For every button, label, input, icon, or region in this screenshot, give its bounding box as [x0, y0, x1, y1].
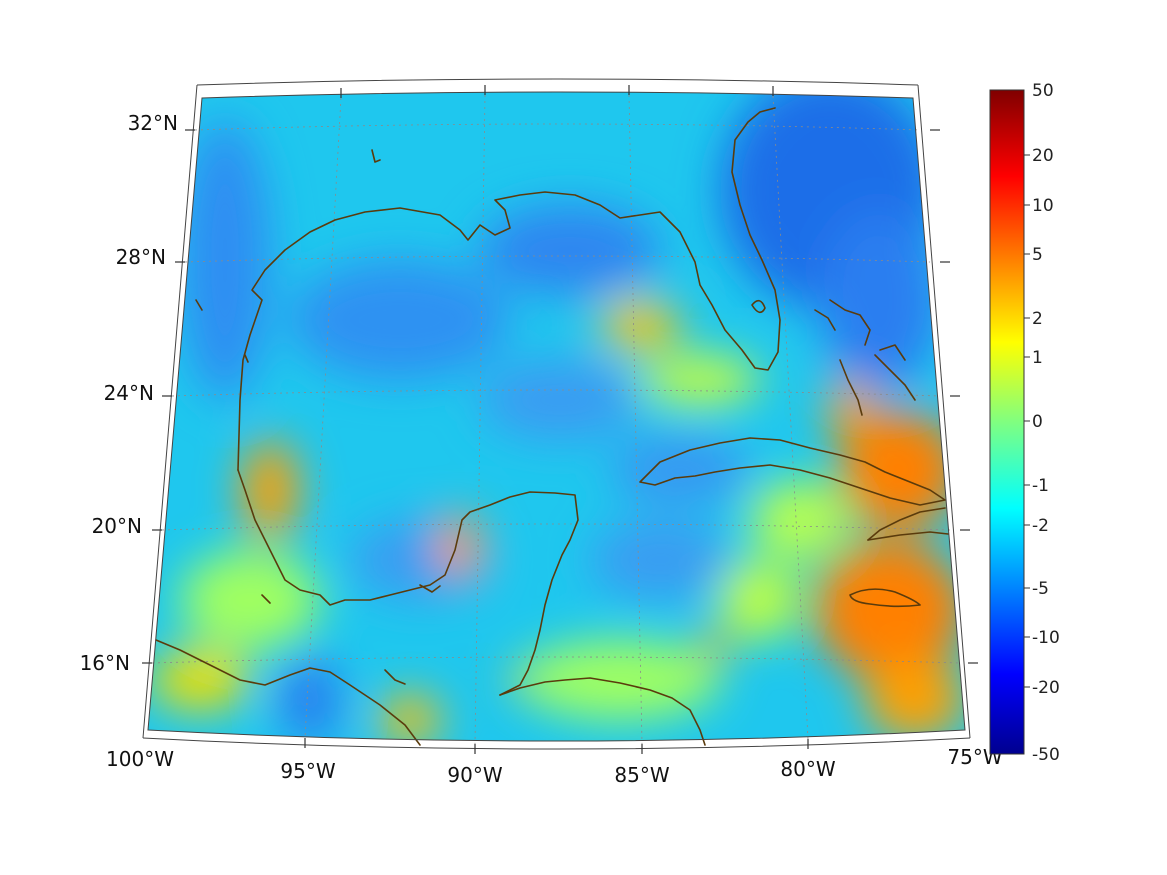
axis-ticks — [142, 85, 978, 754]
colorbar-tick-label: 50 — [1032, 81, 1054, 101]
colorbar-tick-label: 5 — [1032, 245, 1043, 265]
data-field — [148, 92, 965, 741]
lat-label-28: 28°N — [116, 245, 166, 269]
colorbar-tick-label: -10 — [1032, 628, 1060, 648]
lat-label-16: 16°N — [80, 651, 130, 675]
lon-label-85: 85°W — [614, 763, 669, 787]
colorbar: 50 20 10 5 2 1 0 -1 -2 -5 -10 -20 -50 — [989, 81, 1060, 765]
lat-label-32: 32°N — [128, 111, 178, 135]
lon-label-95: 95°W — [280, 759, 335, 783]
coastlines — [155, 107, 949, 746]
colorbar-tick-label: 0 — [1032, 412, 1043, 432]
colorbar-gradient — [989, 89, 1025, 755]
colorbar-tick-label: 10 — [1032, 196, 1054, 216]
colorbar-tick-label: 20 — [1032, 146, 1054, 166]
colorbar-tick-label: -50 — [1032, 745, 1060, 765]
colorbar-tick-label: -2 — [1032, 516, 1049, 536]
graticule — [151, 94, 961, 745]
lon-labels: 100°W 95°W 90°W 85°W 80°W 75°W — [106, 745, 1003, 787]
colorbar-tick-label: -5 — [1032, 579, 1049, 599]
colorbar-tick-label: -20 — [1032, 678, 1060, 698]
lat-labels: 32°N 28°N 24°N 20°N 16°N — [80, 111, 178, 675]
colorbar-tick-label: 2 — [1032, 309, 1043, 329]
lon-label-80: 80°W — [780, 757, 835, 781]
lon-label-100: 100°W — [106, 747, 174, 771]
lon-label-90: 90°W — [447, 763, 502, 787]
map-frame — [142, 78, 971, 750]
colorbar-tick-label: 1 — [1032, 348, 1043, 368]
lat-label-20: 20°N — [92, 514, 142, 538]
lat-label-24: 24°N — [104, 381, 154, 405]
colorbar-tick-label: -1 — [1032, 476, 1049, 496]
